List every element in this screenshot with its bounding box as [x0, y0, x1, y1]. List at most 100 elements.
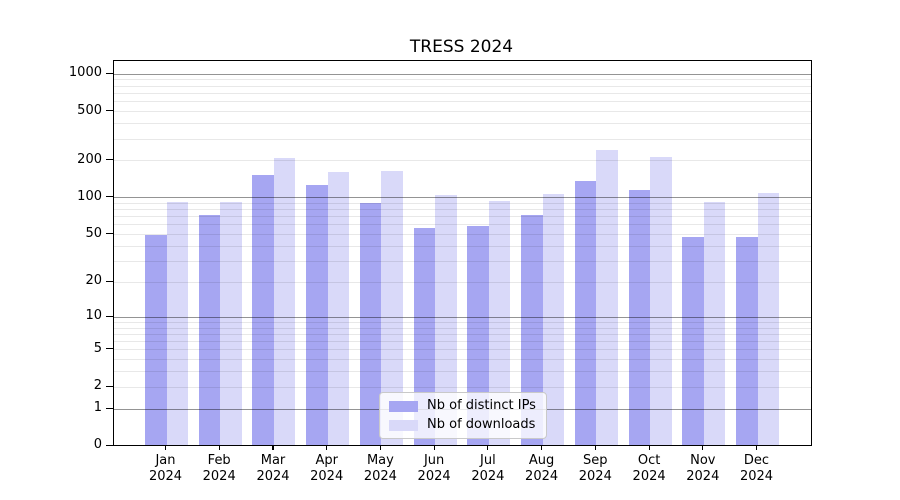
bar-nb-of-distinct-ips-dec: [736, 236, 758, 445]
x-tick-mark-jan: [164, 445, 167, 450]
bar-nb-of-distinct-ips-jul: [467, 226, 489, 445]
x-tick-year: 2024: [148, 469, 183, 484]
gridline-minor-90: [114, 202, 811, 204]
gridline-minor-7: [114, 333, 811, 335]
gridline-minor-900: [114, 79, 811, 81]
x-tick-label-aug: Aug 2024: [512, 453, 572, 485]
chart-title: TRESS 2024: [409, 37, 514, 57]
legend-swatch-downloads-icon: [389, 419, 418, 431]
y-tick-label-0: 0: [93, 437, 102, 453]
y-tick-mark-10: [106, 315, 113, 317]
x-tick-month: Oct: [637, 453, 661, 468]
y-tick-label-20: 20: [85, 273, 102, 289]
x-tick-month: Jan: [155, 453, 176, 468]
x-tick-month: Apr: [315, 453, 338, 468]
x-tick-month: Jun: [423, 453, 445, 468]
y-tick-label-1: 1: [93, 400, 102, 415]
gridline-minor-500: [114, 111, 811, 112]
x-tick-label-jun: Jun 2024: [404, 453, 464, 485]
gridline-minor-9: [114, 321, 811, 323]
x-tick-year: 2024: [310, 469, 344, 484]
gridline-minor-800: [114, 85, 811, 87]
bar-nb-of-distinct-ips-oct: [628, 190, 651, 445]
gridline-minor-400: [114, 123, 811, 124]
y-tick-label-50: 50: [85, 225, 102, 241]
gridline-minor-6: [114, 341, 811, 342]
y-tick-mark-2: [106, 385, 113, 387]
y-tick-mark-50: [106, 233, 113, 235]
gridline-minor-3: [114, 371, 811, 373]
y-tick-label-2: 2: [93, 378, 102, 394]
legend-label-distinct-ips: Nb of distinct IPs: [427, 398, 536, 413]
bar-nb-of-downloads-jul: [488, 200, 511, 445]
y-tick-label-5: 5: [93, 340, 102, 356]
bar-nb-of-distinct-ips-jun: [413, 228, 436, 445]
gridline-minor-40: [114, 245, 811, 247]
x-tick-month: May: [366, 453, 394, 468]
legend-swatch-distinct-ips-icon: [389, 400, 418, 412]
x-tick-month: Jul: [480, 453, 496, 468]
bar-nb-of-distinct-ips-mar: [252, 174, 274, 445]
gridline-minor-600: [114, 101, 811, 103]
y-tick-mark-1000: [106, 72, 113, 74]
x-tick-mark-jul: [487, 445, 489, 450]
gridline-major-100: [114, 197, 811, 199]
x-tick-mark-dec: [755, 445, 758, 450]
x-tick-label-may: May 2024: [350, 453, 410, 485]
y-tick-mark-100: [106, 196, 113, 198]
x-tick-label-jul: Jul 2024: [458, 453, 518, 485]
x-tick-mark-jun: [433, 445, 435, 450]
x-tick-mark-aug: [541, 445, 543, 450]
x-tick-label-dec: Dec 2024: [727, 453, 787, 485]
bar-nb-of-downloads-may: [381, 171, 403, 445]
x-tick-year: 2024: [739, 469, 774, 484]
x-tick-label-feb: Feb 2024: [189, 453, 249, 485]
x-tick-label-oct: Oct 2024: [619, 453, 679, 485]
x-tick-month: Feb: [207, 453, 231, 468]
x-tick-month: Nov: [690, 453, 716, 468]
x-tick-year: 2024: [578, 469, 612, 484]
gridline-minor-2: [114, 386, 811, 388]
x-tick-month: Sep: [583, 453, 608, 468]
bar-nb-of-distinct-ips-feb: [198, 215, 221, 445]
x-tick-month: Mar: [260, 453, 286, 468]
x-tick-mark-oct: [648, 445, 650, 450]
bar-nb-of-downloads-apr: [327, 172, 350, 445]
x-tick-year: 2024: [202, 469, 236, 484]
gridline-minor-60: [114, 224, 811, 226]
x-tick-label-nov: Nov 2024: [673, 453, 733, 485]
plot-area: Nb of distinct IPs Nb of downloads: [113, 60, 812, 446]
gridline-minor-80: [114, 209, 811, 211]
y-tick-label-10: 10: [85, 308, 102, 324]
x-tick-label-sep: Sep 2024: [565, 453, 625, 485]
x-tick-year: 2024: [363, 469, 397, 484]
legend-label-downloads: Nb of downloads: [427, 417, 536, 432]
bar-nb-of-downloads-feb: [220, 202, 242, 445]
gridline-minor-5: [114, 349, 811, 351]
y-tick-label-500: 500: [77, 102, 102, 118]
bar-nb-of-distinct-ips-jan: [145, 235, 167, 445]
x-tick-mark-sep: [594, 445, 596, 450]
x-tick-year: 2024: [256, 469, 290, 484]
x-tick-label-jan: Jan 2024: [136, 453, 196, 485]
bar-nb-of-distinct-ips-apr: [306, 184, 328, 445]
gridline-major-10: [114, 316, 811, 318]
bar-nb-of-distinct-ips-aug: [521, 214, 543, 445]
bar-nb-of-downloads-jun: [435, 195, 457, 445]
bar-nb-of-downloads-jan: [166, 202, 188, 445]
gridline-minor-4: [114, 359, 811, 361]
gridline-minor-70: [114, 216, 811, 218]
x-tick-mark-nov: [702, 445, 704, 450]
gridline-minor-30: [114, 260, 811, 262]
y-tick-mark-1: [106, 407, 113, 409]
bar-nb-of-downloads-mar: [273, 158, 296, 445]
gridline-minor-8: [114, 327, 811, 329]
legend: Nb of distinct IPs Nb of downloads: [379, 392, 547, 439]
gridline-minor-700: [114, 92, 811, 94]
legend-entry-downloads: Nb of downloads: [389, 418, 536, 432]
y-tick-label-200: 200: [77, 151, 102, 167]
bar-nb-of-downloads-oct: [650, 156, 672, 445]
bar-nb-of-distinct-ips-may: [359, 202, 382, 445]
bar-nb-of-downloads-sep: [596, 149, 618, 445]
